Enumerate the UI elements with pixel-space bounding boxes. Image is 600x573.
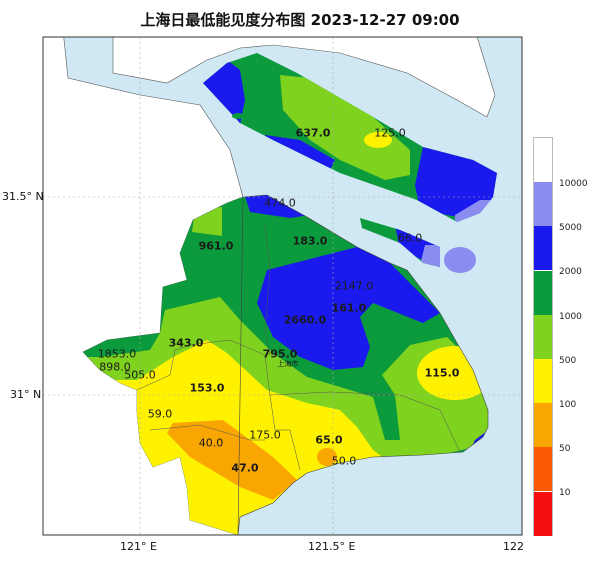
station-value-label: 161.0 [331, 301, 367, 315]
station-value-label: 175.0 [249, 428, 281, 442]
lon-label-121: 121° E [120, 540, 157, 553]
colorbar-bin [534, 182, 552, 227]
station-value-label: 65.0 [315, 433, 343, 447]
colorbar-tick: 10000 [559, 179, 588, 189]
station-value-label: 183.0 [292, 234, 328, 248]
colorbar-tick: 500 [559, 355, 577, 366]
station-value-label: 1853.0 [97, 347, 137, 361]
hengsha-island [444, 247, 476, 273]
colorbar-bin [534, 491, 552, 536]
station-value-label: 795.0 [262, 347, 298, 361]
colorbar-tick: 50 [559, 444, 571, 455]
station-value-label: 961.0 [198, 239, 234, 253]
lat-label-31: 31° N [10, 388, 42, 401]
grid-lines [43, 37, 522, 535]
map-title: 上海日最低能见度分布图 2023-12-27 09:00 [140, 11, 460, 29]
station-value-label: 505.0 [124, 368, 156, 382]
station-value-label: 2660.0 [283, 313, 327, 327]
map-frame [42, 36, 523, 536]
colorbar-tick: 100 [559, 400, 577, 410]
colorbar-tick: 2000 [559, 267, 582, 278]
colorbar-tick: 1000 [559, 311, 582, 322]
station-value-label: 50.0 [331, 454, 357, 468]
station-value-label: 898.0 [99, 360, 131, 374]
lat-label-31.5: 31.5° N [2, 190, 44, 203]
colorbar-bin [534, 314, 552, 359]
station-value-label: 40.0 [198, 436, 224, 450]
station-value-label: 59.0 [147, 407, 173, 421]
colorbar-tick: 10 [559, 488, 571, 499]
colorbar-bin [534, 226, 552, 271]
station-value-label: 343.0 [168, 336, 204, 350]
north-land [112, 37, 496, 118]
colorbar-bin [534, 138, 552, 182]
colorbar-tick: 5000 [559, 223, 582, 234]
lon-label-121.5: 121.5° E [308, 540, 356, 553]
colorbar-bin [534, 270, 552, 315]
station-value-label: 153.0 [189, 381, 225, 395]
station-value-label: 66.0 [397, 231, 423, 245]
colorbar-bin [534, 359, 552, 403]
colorbar-bin [534, 403, 552, 448]
city-label: 上海市 [277, 360, 299, 368]
station-value-label: 115.0 [424, 366, 460, 380]
station-value-label: 47.0 [231, 461, 259, 475]
colorbar-bin [534, 447, 552, 492]
lon-label-122: 122 [503, 540, 524, 553]
station-value-label: 474.0 [264, 196, 296, 210]
station-value-label: 637.0 [295, 126, 331, 140]
station-value-label: 2147.0 [334, 279, 374, 293]
station-value-label: 125.0 [374, 126, 406, 140]
